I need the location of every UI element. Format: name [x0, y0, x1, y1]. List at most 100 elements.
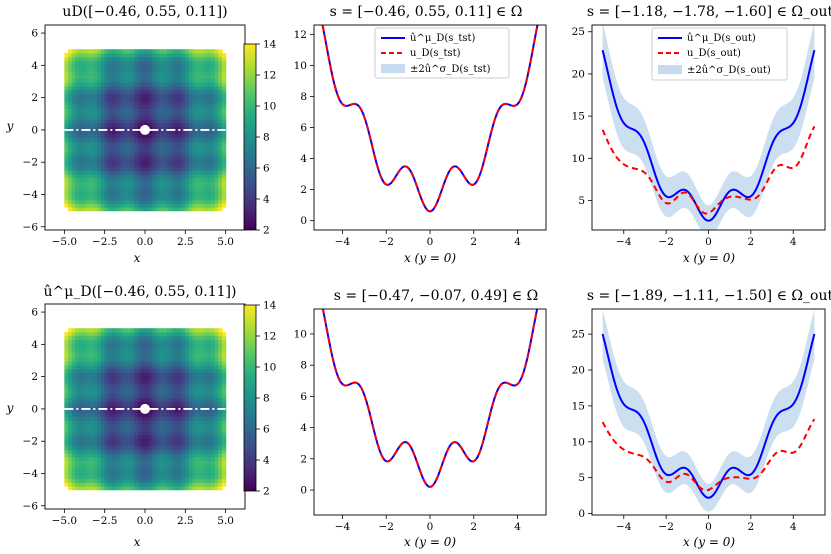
heat-cell: [174, 56, 179, 61]
heat-cell: [181, 115, 186, 120]
heat-cell: [170, 482, 175, 487]
heat-cell: [112, 328, 117, 333]
heat-cell: [101, 463, 106, 469]
heat-cell: [97, 115, 102, 120]
heat-cell: [126, 126, 131, 131]
heat-cell: [181, 383, 186, 388]
heat-cell: [86, 100, 91, 105]
heat-cell: [188, 192, 194, 197]
heat-cell: [115, 434, 120, 439]
heat-cell: [181, 78, 186, 83]
heat-cell: [75, 49, 80, 54]
heat-cell: [159, 405, 164, 410]
heat-cell: [115, 151, 120, 157]
heat-cell: [152, 195, 157, 201]
heat-cell: [93, 115, 98, 120]
heat-cell: [101, 449, 106, 454]
heat-cell: [199, 331, 205, 337]
heat-cell: [137, 353, 142, 359]
heat-cell: [86, 195, 91, 201]
heat-cell: [188, 386, 194, 392]
heat-cell: [155, 203, 161, 208]
heat-cell: [196, 357, 201, 362]
heat-cell: [199, 350, 205, 355]
heat-cell: [82, 335, 87, 340]
heat-cell: [174, 93, 179, 98]
heat-cell: [177, 137, 183, 142]
heat-cell: [174, 397, 179, 403]
heat-cell: [86, 482, 91, 487]
heat-cell: [126, 478, 131, 483]
heat-cell: [112, 485, 117, 491]
heat-cell: [188, 482, 194, 487]
heat-cell: [134, 401, 139, 406]
heat-cell: [196, 328, 201, 333]
heat-cell: [101, 390, 106, 395]
heat-cell: [181, 368, 186, 373]
heat-cell: [155, 162, 161, 168]
heat-cell: [207, 342, 212, 348]
heat-cell: [64, 368, 69, 373]
heat-cell: [141, 474, 146, 480]
heat-cell: [101, 151, 106, 157]
heat-cell: [71, 441, 76, 447]
heat-cell: [126, 144, 131, 149]
heat-cell: [196, 339, 201, 344]
heat-cell: [86, 159, 91, 164]
heat-cell: [101, 148, 106, 153]
heat-cell: [210, 412, 216, 417]
heat-cell: [174, 71, 179, 76]
heat-cell: [166, 82, 172, 87]
heat-cell: [93, 452, 98, 458]
heat-cell: [218, 129, 223, 135]
heat-cell: [188, 419, 194, 425]
heat-cell: [210, 339, 216, 344]
heat-cell: [130, 482, 135, 487]
heat-cell: [123, 445, 128, 450]
heat-cell: [64, 184, 69, 190]
heat-cell: [82, 482, 87, 487]
heat-cell: [155, 78, 161, 83]
heat-cell: [79, 339, 84, 344]
heat-cell: [221, 96, 227, 102]
heat-cell: [199, 107, 205, 113]
x-tick-label: 2: [748, 521, 755, 533]
heat-cell: [174, 445, 179, 450]
heat-cell: [115, 148, 120, 153]
heat-cell: [108, 350, 113, 355]
heat-cell: [68, 56, 73, 61]
heat-cell: [185, 133, 190, 138]
heat-cell: [163, 148, 168, 153]
heat-cell: [159, 107, 164, 113]
heat-cell: [134, 460, 139, 465]
heat-cell: [93, 394, 98, 399]
heat-cell: [90, 52, 95, 58]
heat-cell: [123, 188, 128, 193]
heat-cell: [177, 82, 183, 87]
heat-cell: [112, 71, 117, 76]
heat-cell: [68, 379, 73, 384]
heat-cell: [218, 342, 223, 348]
heat-cell: [71, 206, 76, 212]
heat-cell: [185, 383, 190, 388]
heat-cell: [166, 434, 172, 439]
heat-cell: [196, 419, 201, 425]
heat-cell: [115, 71, 120, 76]
heat-cell: [214, 140, 219, 146]
heat-cell: [68, 195, 73, 201]
heat-cell: [163, 126, 168, 131]
heat-cell: [214, 460, 219, 465]
heat-cell: [177, 460, 183, 465]
heat-cell: [130, 203, 135, 208]
heat-cell: [64, 181, 69, 186]
heat-cell: [134, 159, 139, 164]
heat-cell: [112, 438, 117, 443]
heat-cell: [97, 155, 102, 160]
heat-cell: [71, 485, 76, 491]
heat-cell: [185, 441, 190, 447]
heat-cell: [170, 430, 175, 436]
heat-cell: [64, 199, 69, 204]
heat-cell: [145, 419, 150, 425]
heat-cell: [137, 148, 142, 153]
heat-cell: [218, 353, 223, 359]
